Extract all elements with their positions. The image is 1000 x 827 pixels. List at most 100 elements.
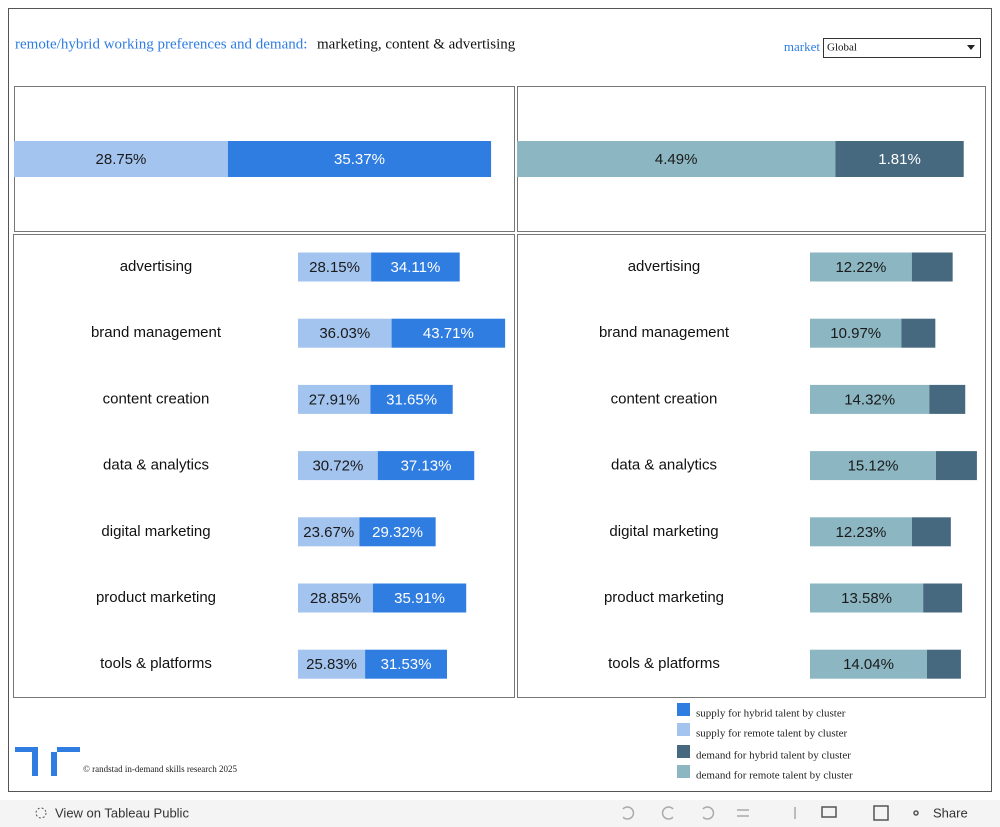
bar-segment <box>911 252 953 282</box>
dropdown-value[interactable]: Global <box>827 42 857 54</box>
value-label: 31.53% <box>381 656 432 673</box>
bar-segment <box>936 451 977 481</box>
legend-swatch <box>677 765 690 778</box>
view-on-public[interactable]: View on Tableau Public <box>35 805 189 820</box>
value-label: 4.49% <box>655 151 698 168</box>
logo-part <box>15 747 38 776</box>
bar-segment <box>371 252 460 282</box>
bar-segment <box>810 384 930 414</box>
bar-segment <box>810 583 924 613</box>
share-icon[interactable] <box>913 810 919 816</box>
bar-segment <box>377 451 475 481</box>
value-label: 30.72% <box>312 458 363 475</box>
bar-segment <box>810 252 912 282</box>
revert-icon[interactable] <box>702 806 715 820</box>
panel <box>13 234 515 698</box>
value-label: 29.32% <box>372 524 423 541</box>
redo-icon[interactable] <box>661 806 674 820</box>
category-label: brand management <box>599 324 730 341</box>
value-label: 12.22% <box>835 259 886 276</box>
refresh-icon[interactable] <box>737 809 749 817</box>
panel <box>517 234 986 698</box>
toolbar-icons <box>622 806 796 820</box>
value-label: 31.65% <box>386 391 437 408</box>
title-topic: marketing, content & advertising <box>317 36 516 52</box>
share-button[interactable]: Share <box>933 805 968 820</box>
legend-label: supply for hybrid talent by cluster <box>696 708 846 720</box>
fullscreen-icon[interactable] <box>873 805 889 821</box>
category-label: tools & platforms <box>608 655 720 672</box>
value-label: 37.13% <box>401 458 452 475</box>
bar-segment <box>835 141 964 177</box>
bar-segment <box>810 517 912 547</box>
bar-segment <box>391 318 506 348</box>
bar-segment <box>359 517 436 547</box>
legend-label: demand for hybrid talent by cluster <box>696 750 851 762</box>
value-label: 35.37% <box>334 151 385 168</box>
value-label: 10.97% <box>830 325 881 342</box>
dropdown-arrow[interactable] <box>967 45 975 50</box>
value-label: 14.32% <box>844 391 895 408</box>
bar-segment <box>298 583 373 613</box>
category-label: product marketing <box>604 589 724 606</box>
bar-segment <box>227 141 492 177</box>
value-label: 27.91% <box>309 391 360 408</box>
bar-segment <box>517 141 836 177</box>
value-label: 43.71% <box>423 325 474 342</box>
bar-segment <box>901 318 936 348</box>
bar-segment <box>810 649 927 679</box>
bar-segment <box>372 583 467 613</box>
bar-segment <box>14 141 228 177</box>
credit: © randstad in-demand skills research 202… <box>83 764 238 774</box>
bar-segment <box>911 517 951 547</box>
category-label: digital marketing <box>101 523 210 540</box>
category-label: digital marketing <box>609 523 718 540</box>
value-label: 25.83% <box>306 656 357 673</box>
bar-segment <box>298 517 360 547</box>
undo-icon[interactable] <box>622 806 635 820</box>
category-label: content creation <box>611 390 718 407</box>
value-label: 35.91% <box>394 590 445 607</box>
value-label: 36.03% <box>319 325 370 342</box>
bar-segment <box>298 451 378 481</box>
bar-segment <box>923 583 963 613</box>
bar-segment <box>929 384 966 414</box>
view-link[interactable]: View on Tableau Public <box>55 805 189 820</box>
bar-segment <box>810 318 902 348</box>
legend-swatch <box>677 745 690 758</box>
bar-segment <box>810 451 936 481</box>
category-label: content creation <box>103 390 210 407</box>
value-label: 28.15% <box>309 259 360 276</box>
logo-part <box>51 747 80 776</box>
title-lead: remote/hybrid working preferences and de… <box>15 36 307 52</box>
bar-segment <box>298 384 371 414</box>
value-label: 1.81% <box>878 151 921 168</box>
market-dropdown[interactable]: Global <box>823 38 981 58</box>
legend-label: supply for remote talent by cluster <box>696 728 848 740</box>
bar-segment <box>927 649 961 679</box>
legend-label: demand for remote talent by cluster <box>696 770 853 782</box>
category-label: brand management <box>91 324 222 341</box>
icon[interactable] <box>35 807 47 819</box>
dropdown-box[interactable] <box>823 38 981 58</box>
value-label: 15.12% <box>848 458 899 475</box>
category-label: data & analytics <box>611 457 717 474</box>
bar-segment <box>370 384 453 414</box>
bar-segment <box>298 318 392 348</box>
legend-swatch <box>677 703 690 716</box>
category-label: advertising <box>628 258 701 275</box>
bar-segment <box>365 649 447 679</box>
category-label: product marketing <box>96 589 216 606</box>
toolbar <box>0 800 1000 827</box>
value-label: 23.67% <box>303 524 354 541</box>
legend-swatch <box>677 723 690 736</box>
category-label: data & analytics <box>103 457 209 474</box>
value-label: 28.75% <box>96 151 147 168</box>
category-label: advertising <box>120 258 193 275</box>
download-icon[interactable] <box>821 806 837 818</box>
bar-segment <box>298 252 372 282</box>
value-label: 13.58% <box>841 590 892 607</box>
value-label: 14.04% <box>843 656 894 673</box>
